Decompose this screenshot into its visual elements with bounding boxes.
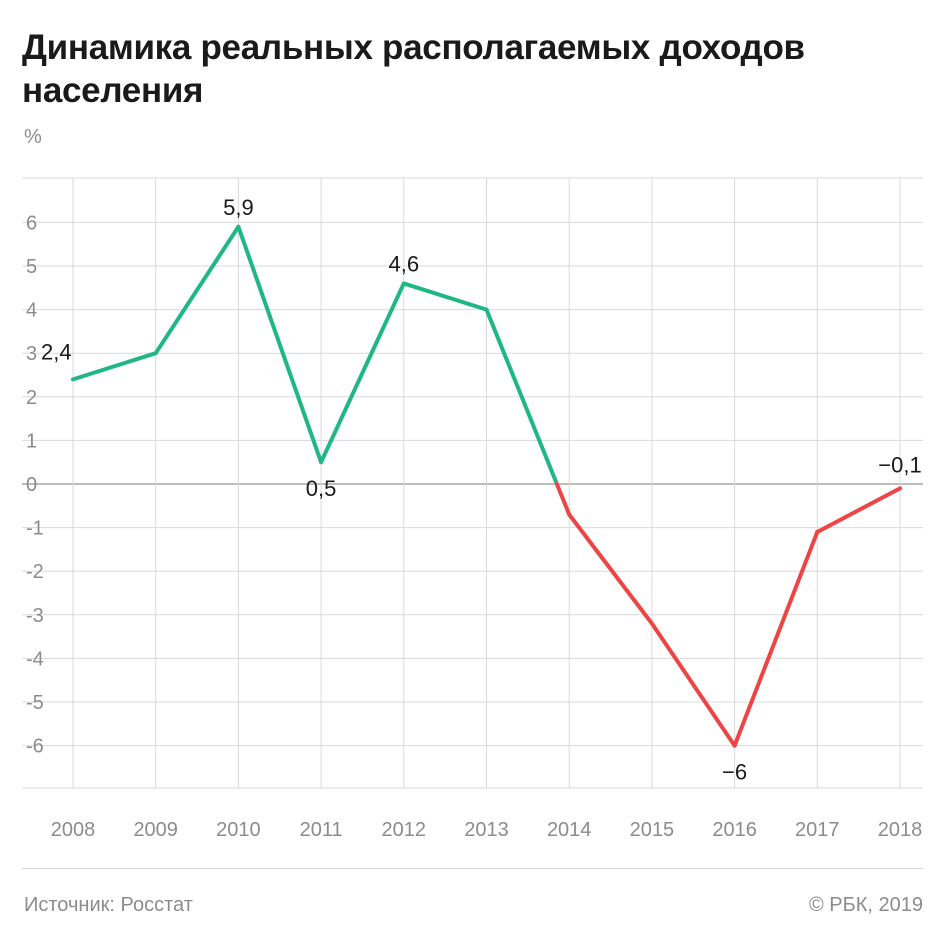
footer-divider — [22, 868, 923, 869]
data-label: 5,9 — [223, 195, 254, 220]
data-label: 0,5 — [306, 476, 337, 501]
line-segment-positive — [401, 281, 489, 312]
y-axis-unit: % — [24, 126, 42, 148]
y-tick-label: 3 — [26, 343, 37, 365]
x-tick-label: 2015 — [630, 819, 675, 841]
y-tick-label: -3 — [26, 605, 44, 627]
line-chart: 6 5 4 3 2 1 0 -1 -2 -3 -4 -5 -6 2008 2009 2010 2011 2012 2… — [22, 177, 923, 841]
y-tick-label: -5 — [26, 692, 44, 714]
x-tick-label: 2017 — [795, 819, 840, 841]
y-tick-label: 2 — [26, 387, 37, 409]
data-label: −0,1 — [878, 452, 921, 477]
y-tick-label: 4 — [26, 300, 37, 322]
line-segment-positive — [153, 224, 241, 356]
y-tick-label: 6 — [26, 212, 37, 234]
line-segment-negative — [649, 621, 737, 748]
x-tick-label: 2018 — [878, 819, 923, 841]
x-tick-label: 2016 — [712, 819, 757, 841]
line-segment-negative — [554, 482, 572, 517]
x-tick-label: 2009 — [133, 819, 178, 841]
y-tick-label: -6 — [26, 736, 44, 758]
line-segment-negative — [732, 529, 820, 748]
x-tick-label: 2013 — [464, 819, 509, 841]
y-tick-label: -2 — [26, 561, 44, 583]
y-tick-label: 1 — [26, 430, 37, 452]
x-tick-label: 2014 — [547, 819, 592, 841]
line-segment-negative — [815, 486, 902, 534]
data-label: −6 — [722, 760, 747, 785]
line-segment-positive — [484, 307, 559, 486]
x-tick-label: 2008 — [51, 819, 96, 841]
x-tick-label: 2010 — [216, 819, 261, 841]
line-segment-negative — [567, 512, 654, 626]
data-label: 4,6 — [389, 251, 420, 276]
copyright-note: © РБК, 2019 — [808, 894, 923, 916]
y-tick-label: 0 — [26, 474, 37, 496]
y-tick-label: 5 — [26, 256, 37, 278]
y-tick-label: -4 — [26, 648, 44, 670]
chart-title: Динамика реальных располагаемых доходов … — [22, 28, 805, 110]
line-segment-positive — [71, 351, 158, 382]
line-segment-positive — [319, 281, 406, 465]
y-tick-label: -1 — [26, 518, 44, 540]
x-tick-label: 2011 — [300, 819, 343, 841]
x-tick-label: 2012 — [382, 819, 427, 841]
source-note: Источник: Росстат — [24, 894, 193, 916]
line-segment-positive — [236, 224, 324, 465]
data-label: 2,4 — [41, 339, 72, 364]
